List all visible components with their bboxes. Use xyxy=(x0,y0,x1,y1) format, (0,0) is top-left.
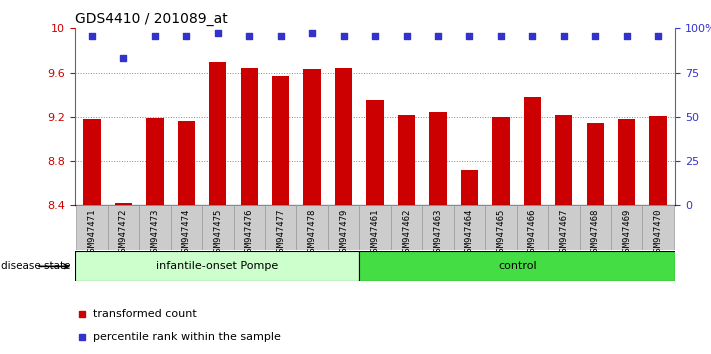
Bar xyxy=(233,205,265,250)
Bar xyxy=(555,115,572,205)
Bar xyxy=(114,203,132,205)
Point xyxy=(401,33,412,39)
Text: GSM947463: GSM947463 xyxy=(434,209,442,257)
Bar xyxy=(429,113,447,205)
Bar xyxy=(146,118,164,205)
Text: GSM947466: GSM947466 xyxy=(528,209,537,257)
Point xyxy=(212,30,223,35)
Bar xyxy=(76,205,107,250)
Text: GSM947464: GSM947464 xyxy=(465,209,474,257)
Text: GDS4410 / 201089_at: GDS4410 / 201089_at xyxy=(75,12,228,26)
Text: GSM947475: GSM947475 xyxy=(213,209,223,257)
Bar xyxy=(579,205,611,250)
Text: infantile-onset Pompe: infantile-onset Pompe xyxy=(156,261,278,272)
Bar xyxy=(75,251,359,281)
Text: GSM947469: GSM947469 xyxy=(622,209,631,257)
Text: GSM947467: GSM947467 xyxy=(560,209,568,257)
Point xyxy=(558,33,570,39)
Bar xyxy=(83,119,100,205)
Text: GSM947465: GSM947465 xyxy=(496,209,506,257)
Bar xyxy=(492,117,510,205)
Point xyxy=(464,33,475,39)
Bar xyxy=(209,62,226,205)
Point xyxy=(244,33,255,39)
Point xyxy=(432,33,444,39)
Text: transformed count: transformed count xyxy=(92,309,196,319)
Point xyxy=(86,33,97,39)
Point xyxy=(338,33,349,39)
Text: GSM947474: GSM947474 xyxy=(182,209,191,257)
Text: GSM947477: GSM947477 xyxy=(276,209,285,257)
Bar xyxy=(398,115,415,205)
Text: GSM947478: GSM947478 xyxy=(308,209,316,257)
Point xyxy=(306,30,318,35)
Bar xyxy=(587,124,604,205)
Text: GSM947472: GSM947472 xyxy=(119,209,128,257)
Text: GSM947461: GSM947461 xyxy=(370,209,380,257)
Text: percentile rank within the sample: percentile rank within the sample xyxy=(92,332,281,342)
Bar xyxy=(240,68,258,205)
Text: GSM947462: GSM947462 xyxy=(402,209,411,257)
Bar xyxy=(548,205,579,250)
Bar xyxy=(178,121,195,205)
Point xyxy=(275,33,287,39)
Bar xyxy=(139,205,171,250)
Bar xyxy=(643,205,674,250)
Bar xyxy=(359,205,391,250)
Bar xyxy=(461,170,478,205)
Point xyxy=(589,33,601,39)
Bar xyxy=(272,76,289,205)
Bar xyxy=(517,205,548,250)
Bar xyxy=(202,205,233,250)
Point xyxy=(149,33,161,39)
Text: GSM947468: GSM947468 xyxy=(591,209,600,257)
Text: GSM947479: GSM947479 xyxy=(339,209,348,257)
Bar xyxy=(265,205,296,250)
Bar xyxy=(107,205,139,250)
Bar xyxy=(359,251,675,281)
Bar xyxy=(304,69,321,205)
Text: GSM947471: GSM947471 xyxy=(87,209,97,257)
Bar xyxy=(296,205,328,250)
Bar xyxy=(454,205,485,250)
Bar xyxy=(366,100,384,205)
Bar xyxy=(650,116,667,205)
Bar xyxy=(335,68,352,205)
Point xyxy=(118,55,129,61)
Point xyxy=(370,33,381,39)
Bar xyxy=(328,205,359,250)
Bar xyxy=(485,205,517,250)
Bar xyxy=(618,119,636,205)
Bar xyxy=(611,205,643,250)
Point xyxy=(527,33,538,39)
Point xyxy=(621,33,632,39)
Bar xyxy=(171,205,202,250)
Point xyxy=(181,33,192,39)
Point xyxy=(495,33,506,39)
Text: GSM947470: GSM947470 xyxy=(653,209,663,257)
Text: control: control xyxy=(498,261,537,272)
Text: disease state: disease state xyxy=(1,261,71,272)
Text: GSM947473: GSM947473 xyxy=(150,209,159,257)
Bar xyxy=(391,205,422,250)
Point xyxy=(653,33,664,39)
Text: GSM947476: GSM947476 xyxy=(245,209,254,257)
Bar xyxy=(524,97,541,205)
Bar xyxy=(422,205,454,250)
